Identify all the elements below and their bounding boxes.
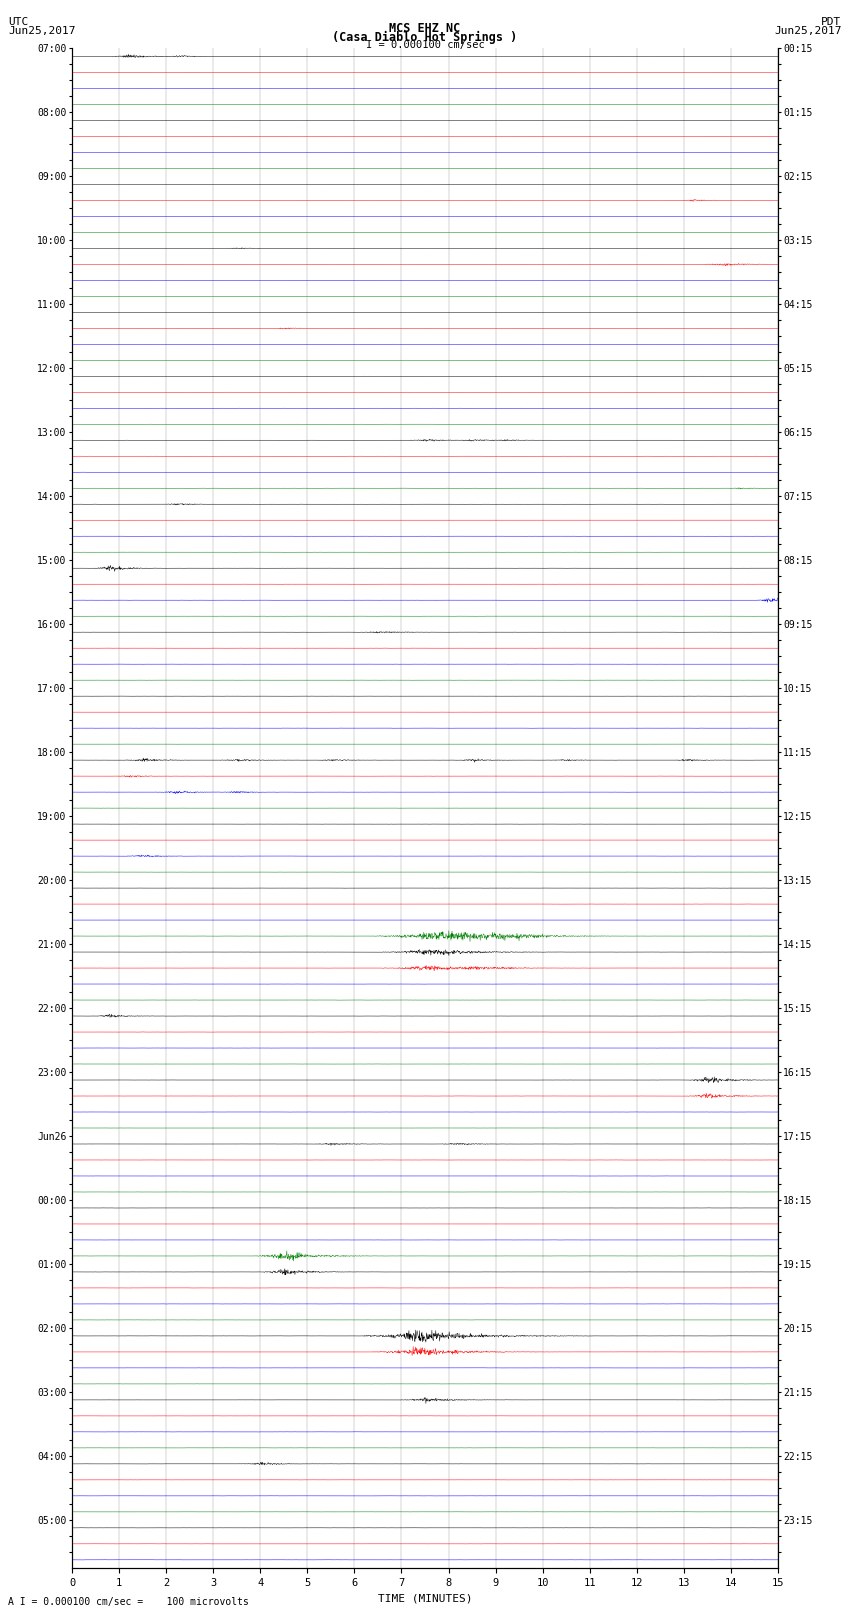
- Text: PDT: PDT: [821, 18, 842, 27]
- Text: UTC: UTC: [8, 18, 29, 27]
- Text: (Casa Diablo Hot Springs ): (Casa Diablo Hot Springs ): [332, 31, 518, 44]
- Text: A I = 0.000100 cm/sec =    100 microvolts: A I = 0.000100 cm/sec = 100 microvolts: [8, 1597, 249, 1607]
- Text: MCS EHZ NC: MCS EHZ NC: [389, 23, 461, 35]
- Text: Jun25,2017: Jun25,2017: [774, 26, 842, 35]
- Text: Jun25,2017: Jun25,2017: [8, 26, 76, 35]
- Text: I = 0.000100 cm/sec: I = 0.000100 cm/sec: [366, 40, 484, 50]
- X-axis label: TIME (MINUTES): TIME (MINUTES): [377, 1594, 473, 1603]
